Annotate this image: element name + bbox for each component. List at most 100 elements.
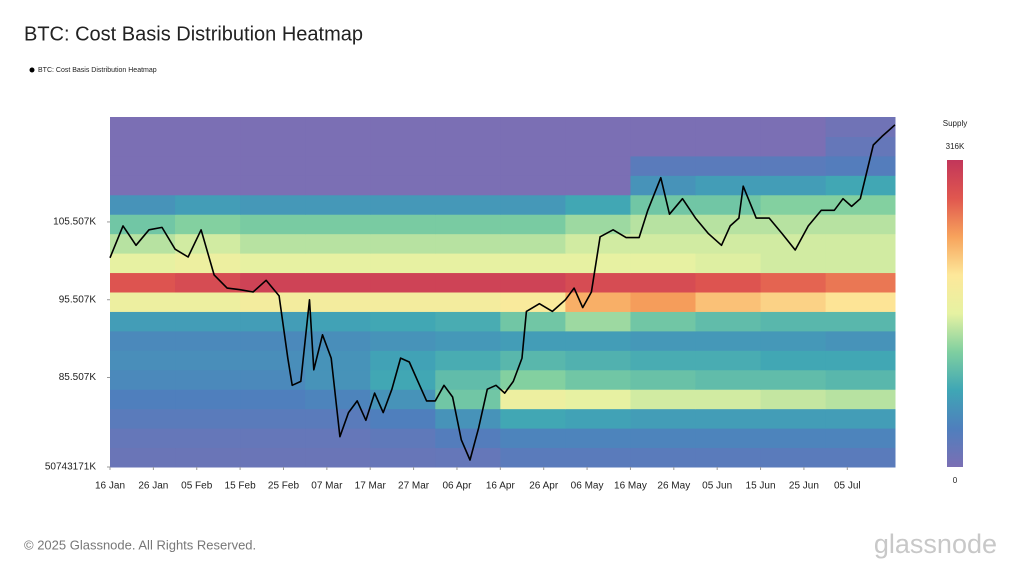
heatmap-cell: [695, 117, 762, 137]
heatmap-cell: [110, 369, 176, 390]
heatmap-cell: [565, 369, 631, 390]
heatmap-cell: [565, 155, 631, 176]
heatmap-cell: [825, 117, 896, 137]
heatmap-cell: [565, 389, 631, 410]
heatmap-cell: [500, 447, 566, 468]
heatmap-cell: [175, 389, 241, 410]
heatmap-cell: [240, 350, 306, 371]
watermark: glassnode: [874, 529, 997, 559]
heatmap-cell: [110, 175, 176, 196]
heatmap-cell: [825, 447, 896, 468]
heatmap-cell: [695, 428, 762, 449]
heatmap-cell: [695, 136, 762, 157]
x-tick-label: 05 Feb: [181, 481, 213, 492]
heatmap-cell: [500, 369, 566, 390]
heatmap-cell: [110, 330, 176, 351]
x-tick-label: 16 Jan: [95, 481, 125, 492]
heatmap-cell: [305, 311, 371, 332]
heatmap-cell: [370, 330, 436, 351]
heatmap-cell: [825, 233, 896, 254]
heatmap-cell: [435, 311, 501, 332]
heatmap-cell: [370, 447, 436, 468]
heatmap-cell: [110, 408, 176, 429]
x-tick-label: 06 May: [571, 481, 604, 492]
heatmap-cell: [565, 447, 631, 468]
heatmap-cell: [435, 117, 501, 137]
heatmap-cell: [760, 233, 827, 254]
colorbar-tick-label: 316K: [946, 142, 965, 151]
x-tick-label: 16 May: [614, 481, 647, 492]
heatmap-cell: [240, 175, 306, 196]
heatmap-cell: [305, 175, 371, 196]
heatmap-cell: [175, 350, 241, 371]
heatmap-cell: [435, 253, 501, 274]
heatmap-cell: [630, 311, 696, 332]
heatmap-cell: [370, 136, 436, 157]
heatmap-cell: [305, 350, 371, 371]
heatmap-cell: [565, 117, 631, 137]
heatmap-cell: [760, 214, 827, 235]
heatmap-cell: [175, 447, 241, 468]
heatmap-cell: [695, 350, 762, 371]
heatmap-cell: [175, 136, 241, 157]
heatmap-cell: [630, 214, 696, 235]
y-tick-label: 85.507K: [59, 372, 97, 383]
heatmap-cell: [175, 292, 241, 312]
heatmap-cell: [630, 292, 696, 312]
heatmap-cell: [565, 272, 631, 293]
heatmap-cell: [305, 272, 371, 293]
heatmap-cell: [435, 369, 501, 390]
heatmap-cell: [500, 350, 566, 371]
heatmap-cell: [630, 194, 696, 215]
heatmap-cell: [500, 214, 566, 235]
heatmap-cell: [500, 389, 566, 410]
heatmap-cell: [565, 136, 631, 157]
heatmap-cell: [175, 214, 241, 235]
heatmap-cell: [110, 136, 176, 157]
heatmap-cell: [240, 408, 306, 429]
x-tick-label: 15 Feb: [225, 481, 257, 492]
heatmap-cell: [370, 369, 436, 390]
heatmap-cell: [240, 214, 306, 235]
colorbar-title: Supply: [943, 119, 967, 128]
heatmap-cell: [305, 117, 371, 137]
heatmap-cell: [630, 155, 696, 176]
heatmap-cell: [500, 428, 566, 449]
y-tick-label: 105.507K: [53, 217, 96, 228]
heatmap-cell: [370, 350, 436, 371]
heatmap-cell: [305, 233, 371, 254]
heatmap-cell: [630, 408, 696, 429]
heatmap-cell: [825, 350, 896, 371]
heatmap-cell: [565, 194, 631, 215]
heatmap-cell: [695, 272, 762, 293]
y-tick-label: 50743171K: [45, 462, 96, 473]
colorbar-tick-label: 0: [953, 476, 958, 485]
heatmap-cell: [760, 253, 827, 274]
x-tick-label: 25 Jun: [789, 481, 819, 492]
heatmap-cell: [695, 233, 762, 254]
heatmap-cell: [175, 194, 241, 215]
heatmap-cell: [565, 408, 631, 429]
heatmap-cell: [435, 175, 501, 196]
heatmap-cell: [565, 175, 631, 196]
heatmap-cell: [175, 117, 241, 137]
heatmap-cell: [435, 292, 501, 312]
heatmap-cell: [240, 253, 306, 274]
heatmap-cell: [500, 311, 566, 332]
heatmap-cell: [110, 447, 176, 468]
heatmap-cell: [825, 330, 896, 351]
heatmap-cell: [825, 428, 896, 449]
x-tick-label: 16 Apr: [486, 481, 516, 492]
heatmap-cell: [305, 155, 371, 176]
heatmap-cell: [435, 155, 501, 176]
heatmap-cell: [500, 194, 566, 215]
heatmap-cell: [760, 408, 827, 429]
heatmap-cell: [500, 155, 566, 176]
x-tick-label: 07 Mar: [311, 481, 343, 492]
heatmap-cell: [565, 292, 631, 312]
heatmap-cell: [370, 408, 436, 429]
heatmap-cell: [500, 408, 566, 429]
heatmap-cell: [565, 311, 631, 332]
